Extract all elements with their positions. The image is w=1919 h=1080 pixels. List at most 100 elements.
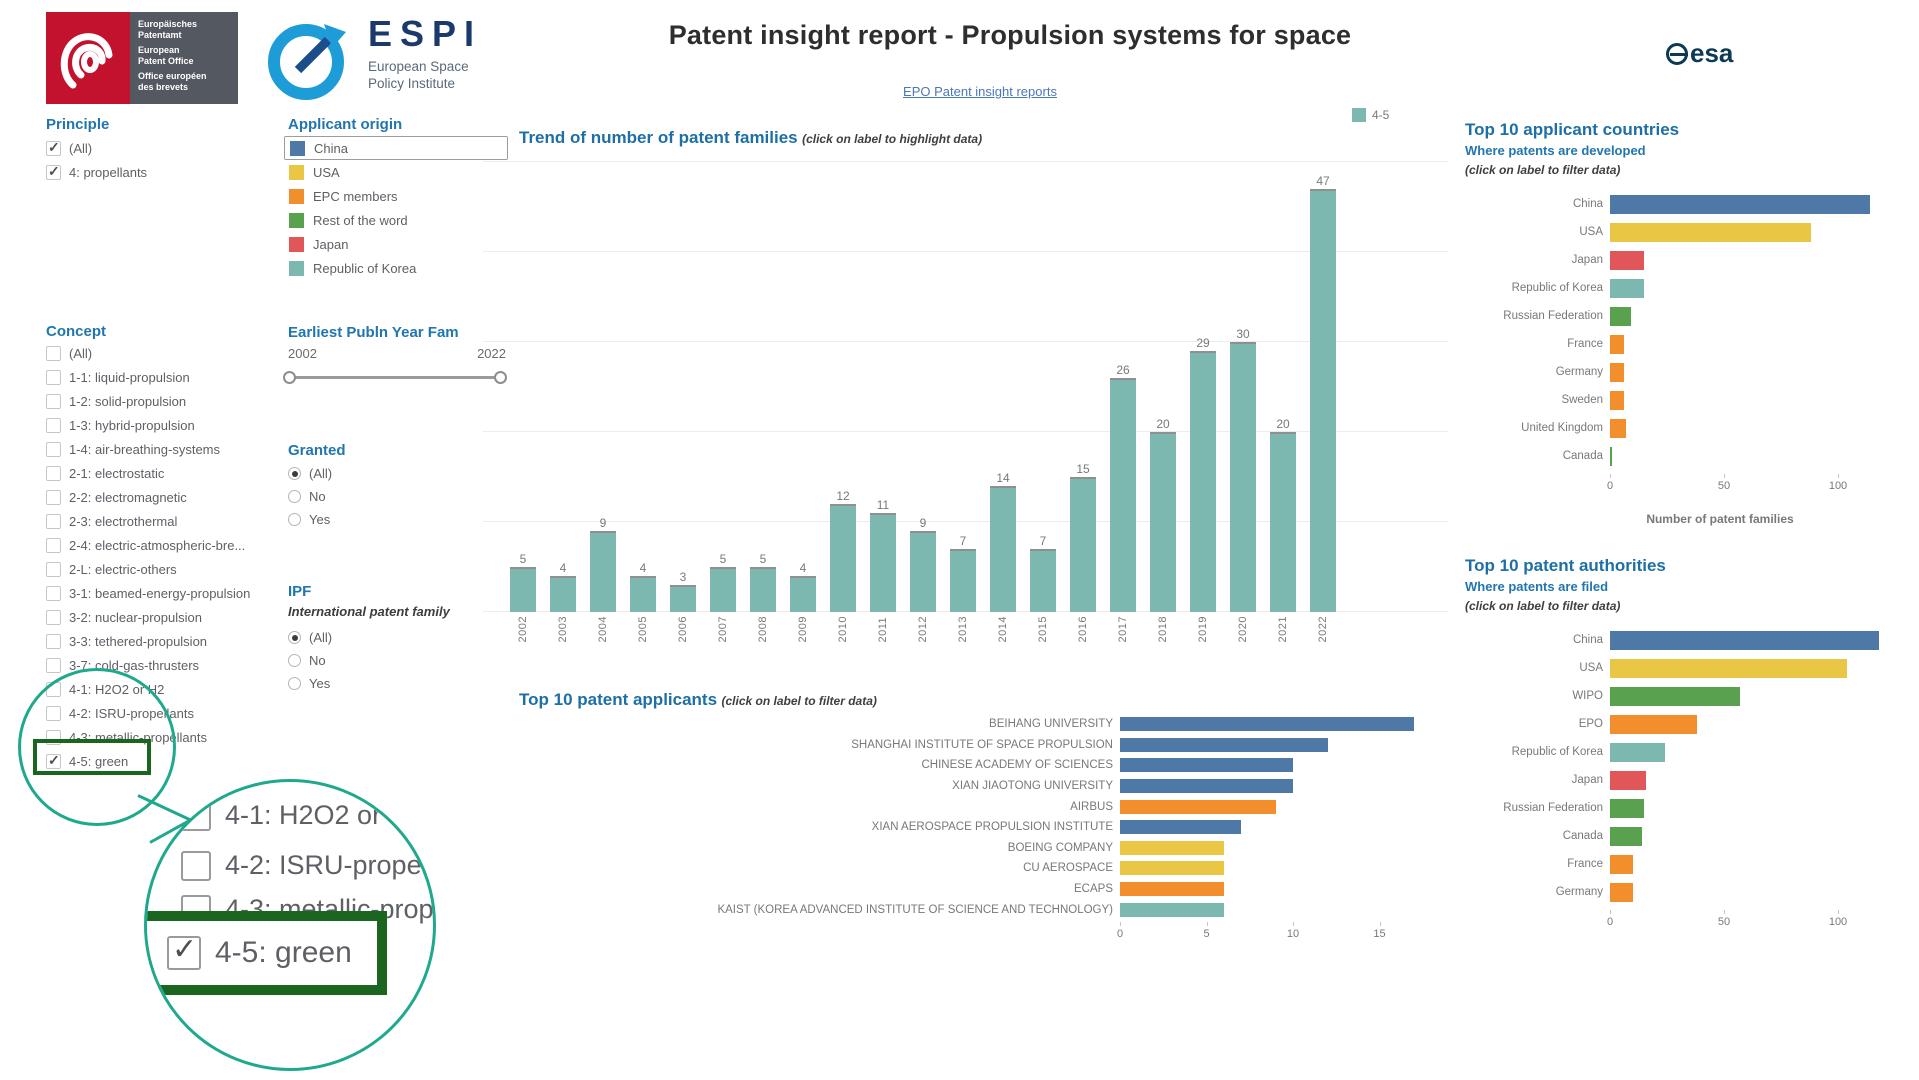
checkbox-icon[interactable] — [46, 163, 61, 180]
year-axis-label[interactable]: 2007 — [717, 616, 729, 643]
applicant-bar[interactable] — [1120, 840, 1224, 855]
country-bar[interactable] — [1610, 306, 1631, 326]
concept-item[interactable]: 1-2: solid-propulsion — [46, 389, 250, 413]
granted-option[interactable]: Yes — [288, 508, 332, 531]
year-axis-label[interactable]: 2015 — [1037, 616, 1049, 643]
trend-bar-2017[interactable] — [1110, 378, 1136, 612]
applicant-label[interactable]: BEIHANG UNIVERSITY — [989, 718, 1113, 731]
checkbox-icon[interactable] — [46, 465, 61, 481]
radio-icon[interactable] — [288, 654, 301, 667]
trend-bar-2009[interactable] — [790, 576, 816, 612]
authority-bar[interactable] — [1610, 742, 1665, 762]
country-label[interactable]: France — [1567, 338, 1603, 350]
applicant-label[interactable]: SHANGHAI INSTITUTE OF SPACE PROPULSION — [851, 738, 1113, 751]
applicant-bar[interactable] — [1120, 799, 1276, 814]
country-bar[interactable] — [1610, 222, 1811, 242]
authority-bar[interactable] — [1610, 714, 1697, 734]
year-axis-label[interactable]: 2006 — [677, 616, 689, 643]
origin-legend-item[interactable]: Rest of the word — [284, 208, 508, 232]
country-label[interactable]: Russian Federation — [1503, 310, 1603, 322]
applicant-label[interactable]: CU AEROSPACE — [1023, 862, 1113, 875]
trend-bar-2011[interactable] — [870, 513, 896, 612]
trend-bar-2019[interactable] — [1190, 351, 1216, 612]
year-axis-label[interactable]: 2013 — [957, 616, 969, 643]
concept-item[interactable]: 2-L: electric-others — [46, 557, 250, 581]
country-bar[interactable] — [1610, 194, 1870, 214]
country-bar[interactable] — [1610, 278, 1645, 298]
granted-option[interactable]: (All) — [288, 462, 332, 485]
year-axis-label[interactable]: 2011 — [877, 616, 889, 643]
year-axis-label[interactable]: 2010 — [837, 616, 849, 643]
checkbox-icon[interactable] — [46, 633, 61, 649]
year-axis-label[interactable]: 2017 — [1117, 616, 1129, 643]
authority-label[interactable]: EPO — [1578, 718, 1603, 730]
year-slider-handle-right[interactable] — [494, 371, 507, 384]
origin-legend-item[interactable]: Japan — [284, 232, 508, 256]
authority-bar[interactable] — [1610, 882, 1633, 902]
authority-label[interactable]: Republic of Korea — [1511, 746, 1603, 758]
applicant-bar[interactable] — [1120, 717, 1415, 732]
country-bar[interactable] — [1610, 446, 1613, 466]
trend-bar-2003[interactable] — [550, 576, 576, 612]
year-axis-label[interactable]: 2008 — [757, 616, 769, 643]
trend-bar-2015[interactable] — [1030, 549, 1056, 612]
applicant-bar[interactable] — [1120, 758, 1293, 773]
applicant-label[interactable]: XIAN JIAOTONG UNIVERSITY — [952, 780, 1113, 793]
applicant-bar[interactable] — [1120, 902, 1224, 917]
year-axis-label[interactable]: 2014 — [997, 616, 1009, 643]
applicant-bar[interactable] — [1120, 861, 1224, 876]
concept-item[interactable]: 3-3: tethered-propulsion — [46, 629, 250, 653]
trend-legend[interactable]: 4-5 — [1352, 108, 1389, 122]
ipf-option[interactable]: (All) — [288, 626, 332, 649]
year-axis-label[interactable]: 2018 — [1157, 616, 1169, 643]
authority-label[interactable]: Japan — [1571, 774, 1603, 786]
country-label[interactable]: Japan — [1571, 254, 1603, 266]
applicant-label[interactable]: BOEING COMPANY — [1007, 841, 1113, 854]
authority-label[interactable]: Russian Federation — [1503, 802, 1603, 814]
ipf-option[interactable]: No — [288, 649, 332, 672]
country-label[interactable]: Republic of Korea — [1511, 282, 1603, 294]
radio-icon[interactable] — [288, 513, 301, 526]
trend-bar-2021[interactable] — [1270, 432, 1296, 612]
year-axis-label[interactable]: 2022 — [1317, 616, 1329, 643]
applicant-bar[interactable] — [1120, 779, 1293, 794]
year-axis-label[interactable]: 2002 — [517, 616, 529, 643]
authority-label[interactable]: France — [1567, 858, 1603, 870]
radio-icon[interactable] — [288, 467, 301, 480]
checkbox-icon[interactable] — [46, 537, 61, 553]
year-axis-label[interactable]: 2021 — [1277, 616, 1289, 643]
checkbox-icon[interactable] — [46, 441, 61, 457]
principle-item[interactable]: 4: propellants — [46, 160, 147, 184]
concept-item[interactable]: (All) — [46, 341, 250, 365]
concept-item[interactable]: 2-2: electromagnetic — [46, 485, 250, 509]
year-axis-label[interactable]: 2005 — [637, 616, 649, 643]
concept-item[interactable]: 1-1: liquid-propulsion — [46, 365, 250, 389]
concept-item[interactable]: 1-4: air-breathing-systems — [46, 437, 250, 461]
country-label[interactable]: United Kingdom — [1521, 422, 1603, 434]
authority-label[interactable]: China — [1572, 634, 1603, 646]
checkbox-icon[interactable] — [46, 489, 61, 505]
applicant-label[interactable]: ECAPS — [1074, 883, 1113, 896]
trend-bar-2010[interactable] — [830, 504, 856, 612]
trend-bar-2020[interactable] — [1230, 342, 1256, 612]
trend-bar-2005[interactable] — [630, 576, 656, 612]
authority-bar[interactable] — [1610, 658, 1848, 678]
epo-insight-reports-link[interactable]: EPO Patent insight reports — [903, 84, 1057, 99]
checkbox-icon[interactable] — [46, 561, 61, 577]
year-axis-label[interactable]: 2003 — [557, 616, 569, 643]
year-axis-label[interactable]: 2019 — [1197, 616, 1209, 643]
checkbox-icon[interactable] — [46, 585, 61, 601]
authority-label[interactable]: Germany — [1555, 886, 1603, 898]
concept-item[interactable]: 3-1: beamed-energy-propulsion — [46, 581, 250, 605]
concept-item[interactable]: 2-1: electrostatic — [46, 461, 250, 485]
origin-legend-item[interactable]: USA — [284, 160, 508, 184]
principle-item[interactable]: (All) — [46, 136, 147, 160]
trend-bar-2016[interactable] — [1070, 477, 1096, 612]
trend-bar-2022[interactable] — [1310, 189, 1336, 612]
trend-bar-2018[interactable] — [1150, 432, 1176, 612]
trend-bar-2014[interactable] — [990, 486, 1016, 612]
radio-icon[interactable] — [288, 677, 301, 690]
checkbox-icon[interactable] — [46, 345, 61, 361]
year-axis-label[interactable]: 2004 — [597, 616, 609, 643]
authority-label[interactable]: WIPO — [1572, 690, 1603, 702]
